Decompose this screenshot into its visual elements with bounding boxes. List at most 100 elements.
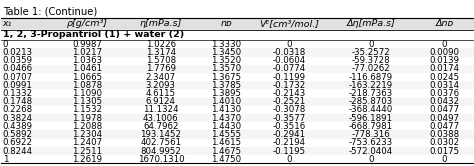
- Text: 1, 2, 3-Propantriol (1) + water (2): 1, 2, 3-Propantriol (1) + water (2): [3, 30, 184, 39]
- Text: 0.4389: 0.4389: [2, 122, 33, 131]
- Text: 0.0174: 0.0174: [429, 64, 459, 73]
- Bar: [0, 130, 474, 139]
- Text: 0.0991: 0.0991: [2, 81, 32, 90]
- Text: -0.1195: -0.1195: [273, 147, 306, 156]
- Text: 1.7769: 1.7769: [146, 64, 176, 73]
- Text: 1.1305: 1.1305: [72, 97, 102, 106]
- Text: 193.1452: 193.1452: [140, 130, 182, 139]
- Text: 1.4750: 1.4750: [211, 155, 242, 164]
- Text: -77.0262: -77.0262: [352, 64, 390, 73]
- Text: -572.0404: -572.0404: [349, 147, 393, 156]
- Text: 0.0432: 0.0432: [429, 97, 459, 106]
- Bar: [0, 73, 474, 81]
- Text: nᴅ: nᴅ: [220, 19, 232, 28]
- Text: 0: 0: [442, 40, 447, 49]
- Text: 1.0226: 1.0226: [146, 40, 176, 49]
- Text: Δη[mPa.s]: Δη[mPa.s]: [346, 19, 395, 28]
- Bar: [0, 147, 474, 155]
- Text: ρ[g/cm³]: ρ[g/cm³]: [67, 19, 108, 28]
- Text: 0.6922: 0.6922: [2, 138, 33, 147]
- Text: 1.3174: 1.3174: [146, 48, 176, 57]
- Text: 1.1090: 1.1090: [73, 89, 102, 98]
- Text: 1.0461: 1.0461: [72, 64, 102, 73]
- Bar: [0, 57, 474, 65]
- Bar: [0, 106, 474, 114]
- Text: 0.8244: 0.8244: [2, 147, 33, 156]
- Text: 1.4430: 1.4430: [211, 122, 242, 131]
- Text: -778.316: -778.316: [352, 130, 390, 139]
- Bar: [0, 30, 474, 40]
- Text: 1.4675: 1.4675: [211, 147, 242, 156]
- Text: 1.3570: 1.3570: [211, 64, 242, 73]
- Text: 0.0477: 0.0477: [429, 105, 459, 115]
- Text: -0.1199: -0.1199: [273, 73, 306, 82]
- Text: 0: 0: [287, 155, 292, 164]
- Text: -0.3078: -0.3078: [273, 105, 306, 115]
- Bar: [0, 155, 474, 163]
- Text: 0: 0: [287, 40, 292, 49]
- Text: 1.2619: 1.2619: [73, 155, 102, 164]
- Text: 0: 0: [368, 155, 374, 164]
- Text: 1.3785: 1.3785: [211, 81, 242, 90]
- Bar: [0, 40, 474, 48]
- Text: 11.1324: 11.1324: [143, 105, 179, 115]
- Text: 0.0302: 0.0302: [429, 138, 459, 147]
- Text: 1.4010: 1.4010: [211, 97, 242, 106]
- Text: 1.2407: 1.2407: [72, 138, 102, 147]
- Text: -0.2941: -0.2941: [273, 130, 306, 139]
- Text: -0.3516: -0.3516: [273, 122, 306, 131]
- Text: 0.0175: 0.0175: [429, 147, 459, 156]
- Text: 1.1532: 1.1532: [72, 105, 102, 115]
- Text: 0.9987: 0.9987: [73, 40, 102, 49]
- Text: -285.8703: -285.8703: [349, 97, 393, 106]
- Text: 1.5708: 1.5708: [146, 56, 176, 65]
- Text: -0.2194: -0.2194: [273, 138, 306, 147]
- Text: x₁: x₁: [2, 19, 12, 28]
- Text: 1.0665: 1.0665: [72, 73, 102, 82]
- Text: -163.2219: -163.2219: [349, 81, 393, 90]
- Text: Table 1: (Continue): Table 1: (Continue): [3, 6, 97, 16]
- Text: 0.0388: 0.0388: [429, 130, 459, 139]
- Text: 1.2304: 1.2304: [72, 130, 102, 139]
- Text: 0.0314: 0.0314: [429, 81, 459, 90]
- Text: 804.9952: 804.9952: [140, 147, 181, 156]
- Text: 0.0245: 0.0245: [429, 73, 459, 82]
- Text: 2.3407: 2.3407: [146, 73, 176, 82]
- Text: 1.3520: 1.3520: [211, 56, 242, 65]
- Text: 4.6115: 4.6115: [146, 89, 176, 98]
- Text: 0: 0: [2, 40, 8, 49]
- Text: 1.4370: 1.4370: [211, 114, 242, 123]
- Bar: [0, 122, 474, 130]
- Text: 1.0363: 1.0363: [72, 56, 102, 65]
- Text: 0.5892: 0.5892: [2, 130, 33, 139]
- Text: η[mPa.s]: η[mPa.s]: [140, 19, 182, 28]
- Text: 0.0707: 0.0707: [2, 73, 33, 82]
- Text: 1.4615: 1.4615: [211, 138, 242, 147]
- Text: -0.0774: -0.0774: [273, 64, 306, 73]
- Text: -368.4440: -368.4440: [349, 105, 393, 115]
- Text: 1.3450: 1.3450: [211, 48, 242, 57]
- Bar: [0, 65, 474, 73]
- Bar: [0, 98, 474, 106]
- Text: 1.4130: 1.4130: [211, 105, 242, 115]
- Text: 1.0217: 1.0217: [72, 48, 102, 57]
- Text: -0.0318: -0.0318: [273, 48, 306, 57]
- Text: Vᴱ[cm³/mol.]: Vᴱ[cm³/mol.]: [259, 19, 319, 28]
- Text: -668.7981: -668.7981: [349, 122, 393, 131]
- Text: -35.2572: -35.2572: [352, 48, 390, 57]
- Text: 0.0466: 0.0466: [2, 64, 33, 73]
- Text: -753.6233: -753.6233: [349, 138, 393, 147]
- Text: -596.1891: -596.1891: [349, 114, 393, 123]
- Text: 64.7962: 64.7962: [143, 122, 179, 131]
- Bar: [0, 81, 474, 89]
- Text: -0.2521: -0.2521: [273, 97, 306, 106]
- Text: 1.4555: 1.4555: [211, 130, 242, 139]
- Text: 0.0139: 0.0139: [429, 56, 459, 65]
- Text: -59.3728: -59.3728: [352, 56, 390, 65]
- Text: 1: 1: [2, 155, 8, 164]
- Text: 1670.1310: 1670.1310: [137, 155, 184, 164]
- Text: 0.1332: 0.1332: [2, 89, 33, 98]
- Text: 1.3895: 1.3895: [211, 89, 241, 98]
- Bar: [0, 48, 474, 57]
- Text: 0.0497: 0.0497: [429, 114, 459, 123]
